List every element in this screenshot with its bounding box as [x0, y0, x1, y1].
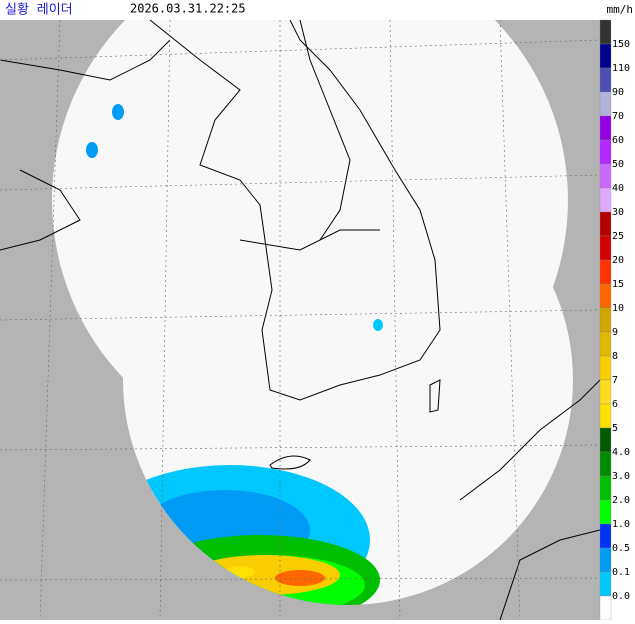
legend-label: 10 [612, 303, 624, 314]
legend-label: 2.0 [612, 495, 630, 506]
legend-label: 5 [612, 423, 618, 434]
legend-label: 9 [612, 327, 618, 338]
legend-label: 8 [612, 351, 618, 362]
legend-label: 70 [612, 111, 624, 122]
legend-label: 4.0 [612, 447, 630, 458]
legend-label: 0.5 [612, 543, 630, 554]
legend-swatch [599, 307, 612, 333]
legend-swatch [599, 115, 612, 141]
legend-label: 20 [612, 255, 624, 266]
unit-label: mm/h [607, 3, 634, 16]
map [0, 20, 600, 620]
legend-label: 7 [612, 375, 618, 386]
legend-label: 6 [612, 399, 618, 410]
legend-swatch [599, 163, 612, 189]
legend-swatch [599, 283, 612, 309]
legend-swatch [599, 331, 612, 357]
legend-swatch [599, 403, 612, 429]
legend-swatch [599, 355, 612, 381]
legend-swatch [599, 571, 612, 597]
legend-swatch [599, 139, 612, 165]
legend-label: 40 [612, 183, 624, 194]
legend-swatch [599, 547, 612, 573]
legend-swatch [599, 379, 612, 405]
legend-label: 15 [612, 279, 624, 290]
timestamp: 2026.03.31.22:25 [130, 2, 246, 16]
header-bar [0, 0, 635, 20]
legend-swatch [599, 259, 612, 285]
legend-swatch [599, 595, 612, 621]
legend-label: 30 [612, 207, 624, 218]
legend-label: 110 [612, 63, 630, 74]
legend-swatch [599, 523, 612, 549]
title: 실황 레이더 [5, 3, 73, 18]
legend-swatch [599, 91, 612, 117]
legend-label: 0.1 [612, 567, 630, 578]
legend-label: 60 [612, 135, 624, 146]
legend-swatch [599, 43, 612, 69]
legend-label: 0.0 [612, 591, 630, 602]
legend-label: 25 [612, 231, 624, 242]
legend-swatch [599, 19, 612, 45]
legend-swatch [599, 427, 612, 453]
legend-label: 150 [612, 39, 630, 50]
legend-swatch [599, 187, 612, 213]
coastlines [0, 20, 600, 620]
legend-label: 1.0 [612, 519, 630, 530]
legend: 150 110 90 70 60 50 40 30 25 20 15 10 9 8 7 6 5 4.0 3.0 2.0… [599, 19, 630, 621]
legend-swatch [599, 235, 612, 261]
grid-lines [0, 20, 600, 620]
legend-label: 50 [612, 159, 624, 170]
legend-swatch [599, 67, 612, 93]
legend-label: 90 [612, 87, 624, 98]
legend-swatch [599, 211, 612, 237]
legend-swatch [599, 475, 612, 501]
legend-label: 3.0 [612, 471, 630, 482]
legend-swatch [599, 451, 612, 477]
legend-swatch [599, 499, 612, 525]
